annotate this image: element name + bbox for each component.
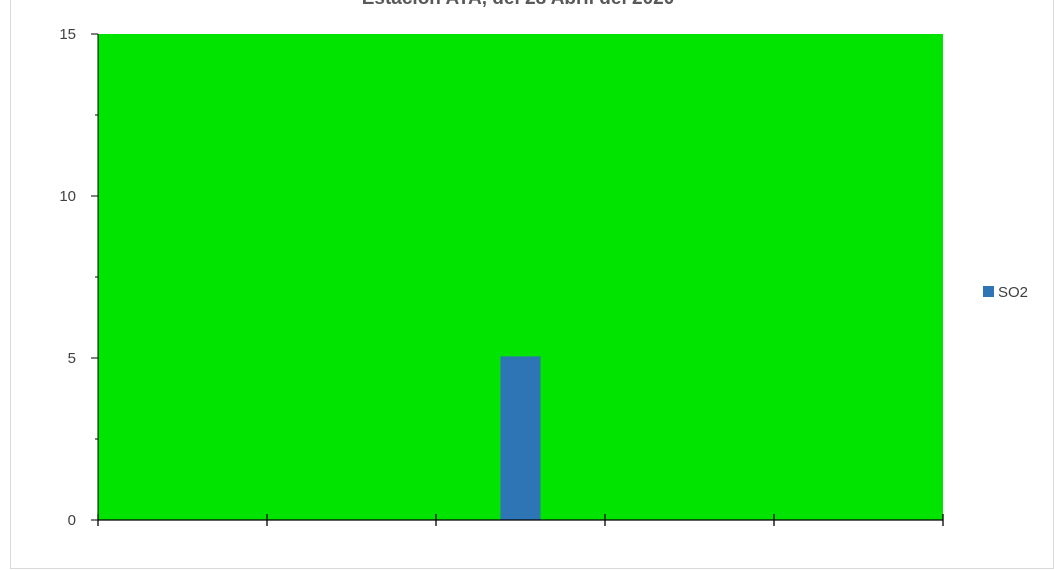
legend-label-so2: SO2 [998,284,1028,301]
bar-so2 [500,356,541,520]
y-tick-label: 10 [59,188,76,205]
y-tick-label: 15 [59,26,76,43]
y-tick-label: 5 [68,350,76,367]
y-tick-label: 0 [68,512,76,529]
bars-layer [500,356,541,520]
chart-title: Estación ATA, del 28 Abril del 2020 [362,0,675,9]
legend: SO2 [983,284,1028,301]
axis-layer: 0 5 10 15 [59,26,944,529]
legend-swatch-so2 [983,286,994,297]
